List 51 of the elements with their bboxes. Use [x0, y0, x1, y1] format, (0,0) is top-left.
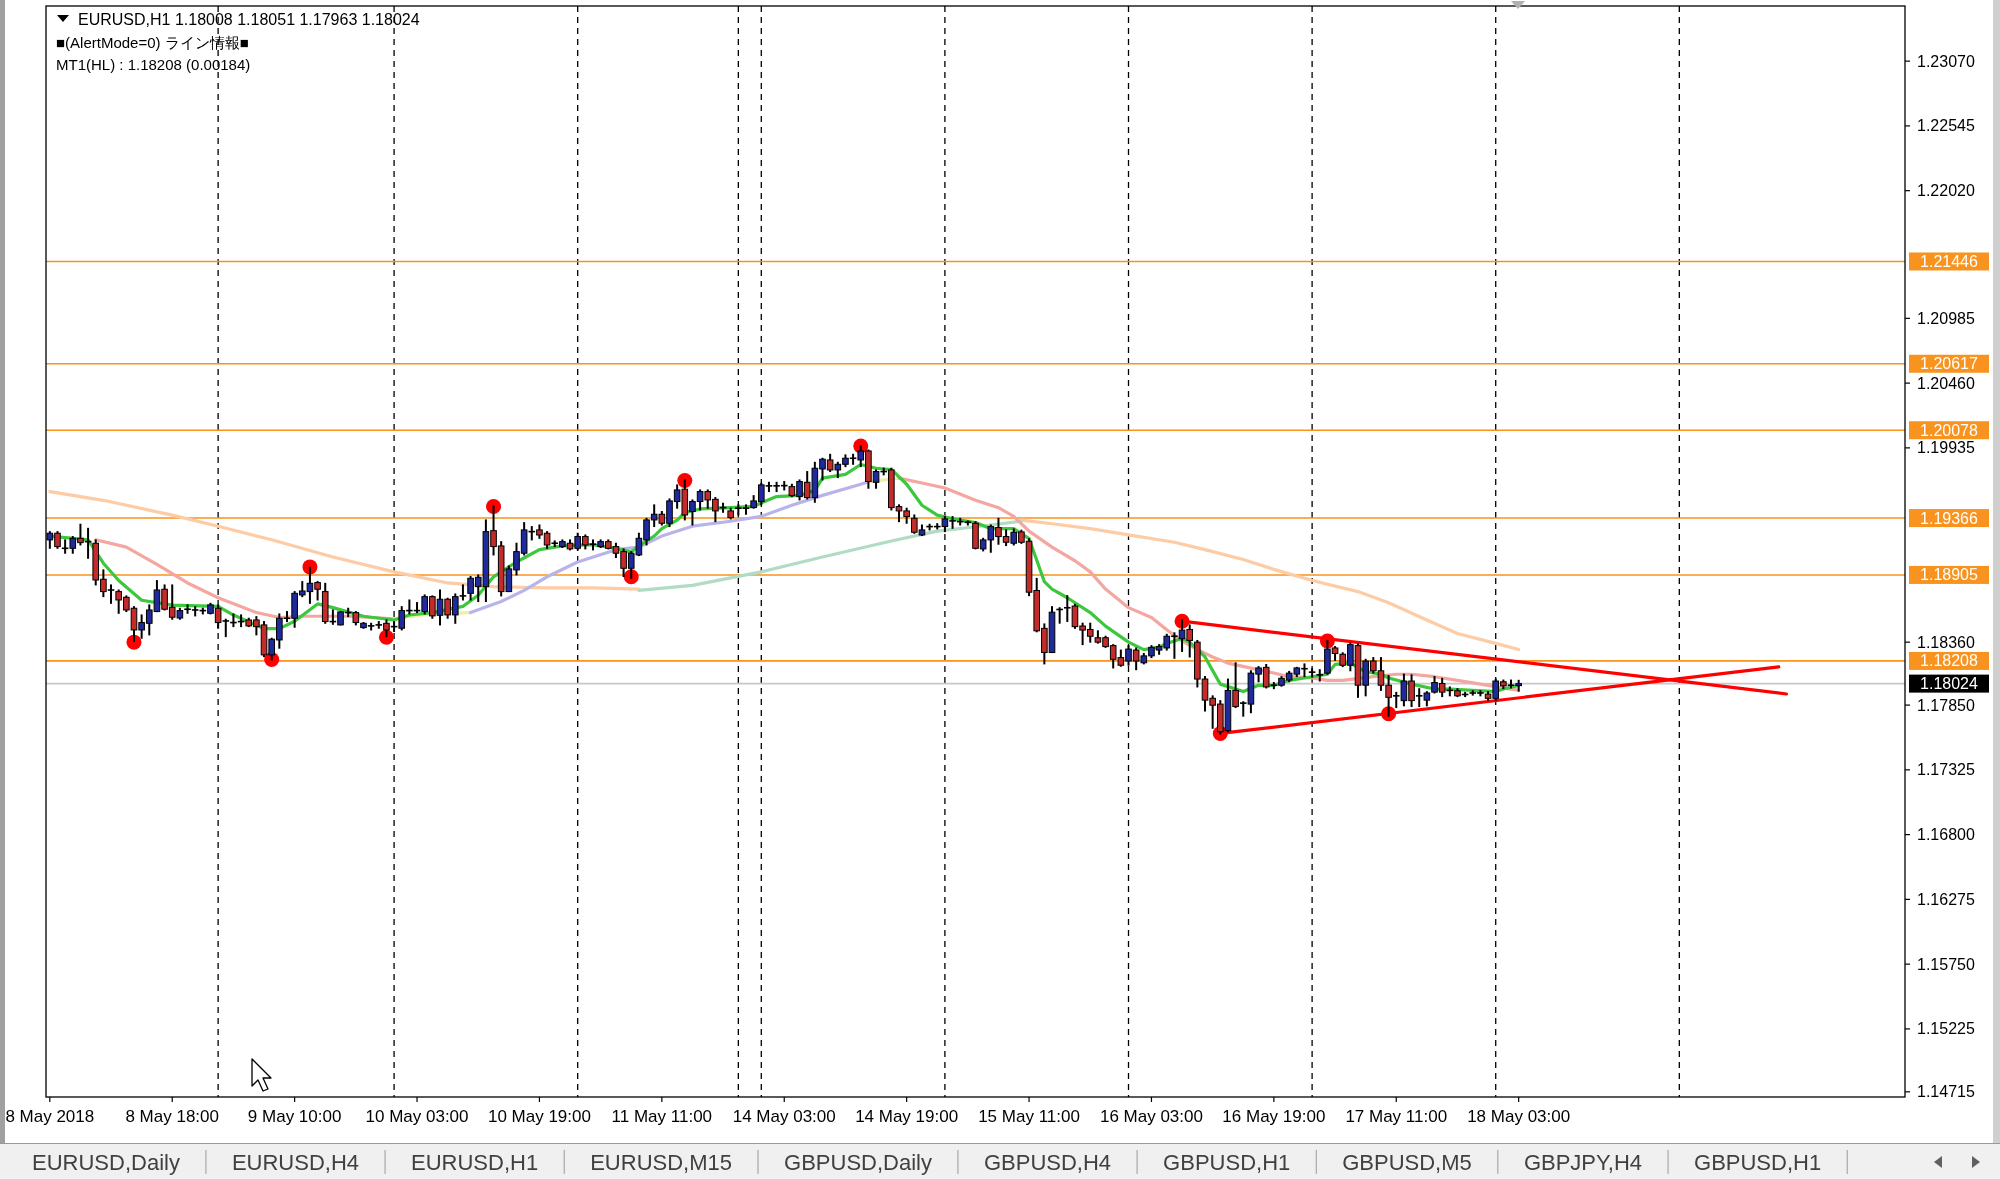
ref-line-label: 1.19366: [1920, 509, 1979, 527]
x-tick-label: 10 May 03:00: [365, 1107, 469, 1126]
x-tick-label: 11 May 11:00: [611, 1107, 713, 1126]
text: ■(AlertMode=0) ライン情報■: [56, 34, 249, 51]
line-series: [637, 519, 1023, 592]
x-tick-label: 10 May 19:00: [487, 1107, 591, 1126]
x-tick-label: 14 May 03:00: [732, 1107, 836, 1126]
ref-line-label: 1.18024: [1920, 675, 1979, 693]
x-tick-label: 17 May 11:00: [1345, 1107, 1448, 1126]
y-tick-label: 1.23070: [1917, 52, 1975, 70]
y-tick-label: 1.16275: [1917, 890, 1975, 908]
text: EURUSD,M15: [590, 1150, 733, 1175]
y-tick-label: 1.15750: [1917, 955, 1975, 973]
text: GBPUSD,H1: [1163, 1150, 1291, 1175]
line-series: [48, 490, 641, 591]
y-tick-label: 1.17325: [1917, 761, 1975, 779]
x-tick-label: 18 May 03:00: [1467, 1107, 1571, 1126]
text: EURUSD,H4: [231, 1150, 360, 1175]
y-tick-label: 1.15225: [1917, 1020, 1975, 1038]
y-tick-label: 1.20460: [1917, 374, 1975, 392]
y-tick-label: 1.20985: [1917, 309, 1975, 327]
x-tick-label: 15 May 11:00: [978, 1107, 1080, 1126]
text: GBPJPY,H4: [1523, 1150, 1643, 1175]
y-tick-label: 1.17850: [1917, 696, 1975, 714]
text: EURUSD,H1: [411, 1150, 539, 1175]
x-tick-label: 14 May 19:00: [855, 1107, 959, 1126]
y-tick-label: 1.16800: [1917, 826, 1975, 844]
x-tick-label: 16 May 19:00: [1222, 1107, 1326, 1126]
ref-line-label: 1.20617: [1920, 355, 1979, 373]
ref-line-label: 1.21446: [1920, 252, 1979, 270]
x-tick-label: 16 May 03:00: [1099, 1107, 1203, 1126]
line-series: [1019, 518, 1521, 652]
text: GBPUSD,M5: [1342, 1150, 1472, 1175]
point: [302, 559, 318, 575]
x-tick-label: 9 May 10:00: [247, 1107, 342, 1126]
y-tick-label: 1.22545: [1917, 117, 1975, 135]
text: GBPUSD,H4: [983, 1150, 1112, 1175]
text: GBPUSD,Daily: [784, 1150, 932, 1175]
y-tick-label: 1.14715: [1917, 1083, 1975, 1101]
text: GBPUSD,H1: [1694, 1150, 1822, 1175]
x-tick-label: 8 May 18:00: [125, 1107, 220, 1126]
ref-line-label: 1.18208: [1920, 652, 1979, 670]
y-tick-label: 1.22020: [1917, 182, 1975, 200]
annotation: MT1(HL) : 1.18208 (0.00184): [56, 56, 251, 73]
x-tick-label: 8 May 2018: [5, 1107, 95, 1126]
y-tick-label: 1.18360: [1917, 633, 1975, 651]
ref-line-label: 1.18905: [1920, 566, 1979, 584]
ref-line-label: 1.20078: [1920, 421, 1979, 439]
chart-title: EURUSD,H1 1.18008 1.18051 1.17963 1.18024: [78, 11, 420, 28]
y-tick-label: 1.19935: [1917, 439, 1975, 457]
text: EURUSD,Daily: [32, 1150, 180, 1175]
